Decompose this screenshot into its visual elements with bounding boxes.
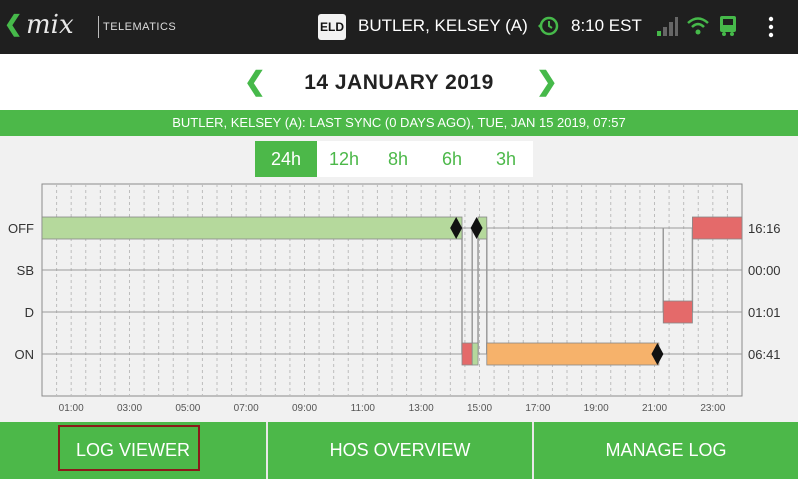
row-label-off: OFF bbox=[8, 221, 34, 236]
x-tick-label: 03:00 bbox=[117, 403, 142, 414]
log-viewer-label: LOG VIEWER bbox=[75, 440, 191, 460]
row-label-d: D bbox=[25, 305, 34, 320]
x-tick-label: 11:00 bbox=[351, 403, 376, 414]
tab-12h[interactable]: 12h bbox=[317, 141, 371, 177]
x-tick-label: 13:00 bbox=[409, 403, 434, 414]
current-date: 14 JANUARY 2019 bbox=[304, 71, 494, 94]
row-total-off: 16:16 bbox=[748, 221, 781, 236]
time-display: 8:10 EST bbox=[571, 16, 642, 35]
status-segment-off bbox=[692, 216, 743, 240]
status-segment-off bbox=[41, 216, 463, 240]
bottom-navigation: LOG VIEWER HOS OVERVIEW MANAGE LOG bbox=[0, 422, 798, 479]
clock-icon[interactable] bbox=[536, 14, 560, 38]
row-total-d: 01:01 bbox=[748, 305, 781, 320]
row-total-on: 06:41 bbox=[748, 347, 781, 362]
x-tick-label: 01:00 bbox=[59, 403, 84, 414]
eld-badge: ELD bbox=[318, 14, 346, 40]
status-segment-on bbox=[486, 342, 660, 366]
overflow-menu-icon[interactable] bbox=[764, 14, 778, 40]
logo: mix bbox=[26, 10, 74, 40]
wifi-icon bbox=[687, 17, 709, 35]
sync-status-bar: BUTLER, KELSEY (A): LAST SYNC (0 DAYS AG… bbox=[0, 110, 798, 136]
hos-overview-button[interactable]: HOS OVERVIEW bbox=[266, 422, 532, 479]
signal-icon bbox=[657, 17, 678, 36]
x-tick-label: 19:00 bbox=[584, 403, 609, 414]
x-tick-label: 09:00 bbox=[292, 403, 317, 414]
tab-8h[interactable]: 8h bbox=[371, 141, 425, 177]
next-day-chevron-icon[interactable]: ❯ bbox=[536, 66, 558, 96]
top-bar: ❮ mix TELEMATICS ELD BUTLER, KELSEY (A) … bbox=[0, 0, 798, 54]
x-tick-label: 07:00 bbox=[234, 403, 259, 414]
driver-name: BUTLER, KELSEY (A) bbox=[358, 16, 528, 35]
x-tick-label: 15:00 bbox=[467, 403, 492, 414]
manage-log-label: MANAGE LOG bbox=[605, 440, 727, 460]
status-segment-on bbox=[461, 342, 473, 366]
manage-log-button[interactable]: MANAGE LOG bbox=[532, 422, 798, 479]
x-tick-label: 21:00 bbox=[642, 403, 667, 414]
status-segment-on bbox=[471, 342, 479, 366]
logo-divider bbox=[98, 16, 99, 38]
x-tick-label: 17:00 bbox=[525, 403, 550, 414]
logo-subtitle: TELEMATICS bbox=[103, 21, 177, 33]
truck-icon bbox=[720, 16, 736, 36]
row-label-on: ON bbox=[15, 347, 35, 362]
previous-day-chevron-icon[interactable]: ❮ bbox=[244, 66, 266, 96]
x-tick-label: 05:00 bbox=[175, 403, 200, 414]
status-segment-d bbox=[662, 300, 693, 324]
tab-6h[interactable]: 6h bbox=[425, 141, 479, 177]
hos-overview-label: HOS OVERVIEW bbox=[329, 440, 471, 460]
x-tick-label: 23:00 bbox=[700, 403, 725, 414]
tab-24h[interactable]: 24h bbox=[255, 141, 317, 177]
time-range-tabs: 24h 12h 8h 6h 3h bbox=[255, 141, 533, 177]
event-marker bbox=[651, 343, 664, 365]
log-viewer-button[interactable]: LOG VIEWER bbox=[0, 422, 266, 479]
tab-3h[interactable]: 3h bbox=[479, 141, 533, 177]
back-chevron-icon[interactable]: ❮ bbox=[4, 11, 23, 36]
row-total-sb: 00:00 bbox=[748, 263, 781, 278]
selected-outline bbox=[58, 425, 200, 471]
date-navigation: ❮ 14 JANUARY 2019 ❯ bbox=[0, 54, 798, 110]
row-label-sb: SB bbox=[17, 263, 34, 278]
log-chart: OFF 16:16 SB 00:00 D 01:01 ON 06:41 01:00 03:00 05… bbox=[8, 183, 781, 414]
event-marker bbox=[450, 217, 463, 239]
event-marker bbox=[470, 217, 483, 239]
